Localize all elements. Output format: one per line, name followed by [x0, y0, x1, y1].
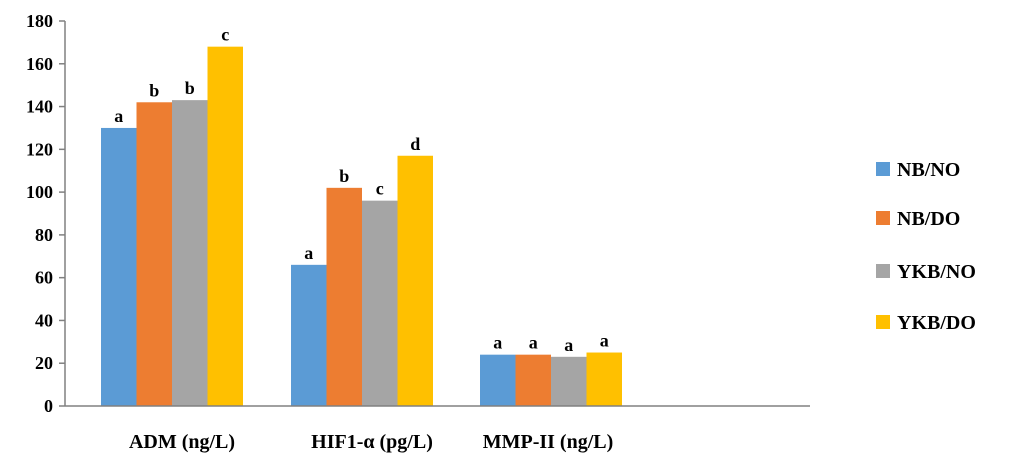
bar-ykb-no-2 — [362, 200, 398, 406]
bar-label: b — [339, 166, 349, 186]
y-tick-label: 160 — [26, 54, 53, 74]
bar-ykb-no-3 — [551, 356, 587, 406]
legend-swatch — [876, 162, 890, 176]
y-tick-label: 120 — [26, 139, 53, 159]
bar-ykb-no-1 — [172, 100, 208, 406]
legend-swatch — [876, 264, 890, 278]
bar-label: a — [304, 243, 313, 263]
bar-ykb-do-3 — [586, 352, 622, 406]
bar-label: a — [493, 333, 502, 353]
x-category-label: ADM (ng/L) — [129, 431, 235, 453]
legend-label: YKB/NO — [897, 261, 976, 283]
bar-nb-no-3 — [480, 354, 516, 406]
bar-label: c — [221, 25, 229, 45]
y-tick-label: 100 — [26, 182, 53, 202]
bar-significance-labels: a a a b b a b c a c d a — [114, 25, 609, 355]
bar-nb-do-2 — [326, 187, 362, 406]
bar-label: b — [149, 80, 159, 100]
legend-label: NB/NO — [897, 159, 960, 181]
y-tick-label: 40 — [35, 310, 53, 330]
bar-nb-do-3 — [515, 354, 551, 406]
y-tick-label: 140 — [26, 97, 53, 117]
bar-ykb-do-2 — [397, 155, 433, 406]
bar-nb-do-1 — [136, 102, 172, 407]
bar-ykb-do-1 — [207, 46, 243, 407]
bar-label: d — [410, 134, 420, 154]
x-axis: ADM (ng/L) HIF1-α (pg/L) MMP-II (ng/L) — [65, 405, 810, 453]
y-tick-label: 80 — [35, 225, 53, 245]
y-tick-label: 20 — [35, 353, 53, 373]
bar-label: c — [376, 179, 384, 199]
legend-swatch — [876, 315, 890, 329]
bar-label: a — [114, 106, 123, 126]
legend-label: YKB/DO — [897, 312, 976, 334]
bar-label: a — [564, 335, 573, 355]
y-axis: 0 20 40 60 80 100 120 140 160 180 — [26, 11, 66, 416]
y-tick-label: 60 — [35, 268, 53, 288]
x-category-label: HIF1-α (pg/L) — [311, 431, 433, 453]
x-category-label: MMP-II (ng/L) — [483, 431, 614, 453]
bars — [101, 46, 622, 407]
legend: NB/NO NB/DO YKB/NO YKB/DO — [876, 159, 976, 334]
bar-label: a — [529, 333, 538, 353]
y-tick-label: 180 — [26, 11, 53, 31]
legend-swatch — [876, 211, 890, 225]
legend-label: NB/DO — [897, 208, 960, 230]
bar-label: a — [600, 331, 609, 351]
bar-label: b — [185, 78, 195, 98]
y-tick-label: 0 — [44, 396, 53, 416]
bar-nb-no-2 — [291, 264, 327, 406]
bar-nb-no-1 — [101, 127, 137, 406]
